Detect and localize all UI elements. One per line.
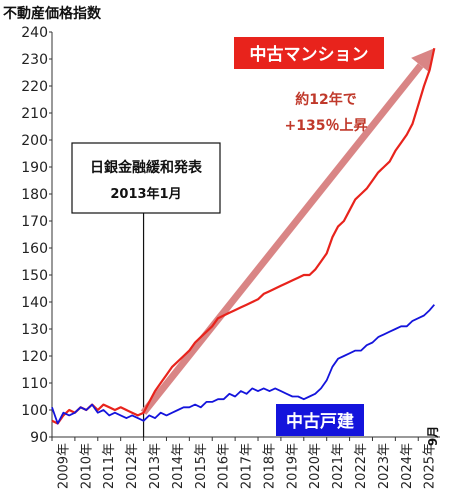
x-tick-label: 2020年: [308, 443, 323, 489]
y-tick-label: 210: [21, 106, 48, 122]
y-tick-label: 190: [21, 160, 48, 176]
x-tick-label: 2019年: [285, 443, 300, 489]
y-axis: 90 100 110 120 130 140 150 160 170 180 190 200 210 22…: [21, 25, 53, 446]
x-tick-label: 2012年: [125, 443, 140, 489]
chart-title: 不動産価格指数: [3, 5, 102, 22]
event-annotation-date: 2013年1月: [110, 186, 181, 202]
series-line-house: [51, 304, 435, 425]
event-annotation-box: [71, 142, 221, 214]
series-label-house: 中古戸建: [286, 411, 354, 432]
x-tick-label: 2025年: [423, 443, 438, 489]
y-tick-label: 170: [21, 214, 48, 230]
y-tick-label: 100: [21, 403, 48, 419]
trend-arrow-shaft: [140, 63, 424, 415]
y-tick-label: 140: [21, 295, 48, 311]
label-box-house: [276, 404, 364, 436]
x-tick-label: 2011年: [102, 443, 117, 489]
x-tick-label: 2022年: [354, 443, 369, 489]
y-tick-label: 120: [21, 349, 48, 365]
label-box-mansion: [234, 37, 384, 69]
x-tick-label: 2016年: [217, 443, 232, 489]
x-tick-label: 2017年: [240, 443, 255, 489]
x-tick-label: 2009年: [56, 443, 71, 489]
x-tick-label: 2013年: [148, 443, 163, 489]
x-tick-label: 2018年: [262, 443, 277, 489]
event-annotation-title: 日銀金融緩和発表: [90, 159, 203, 176]
x-tick-label: 2014年: [171, 443, 186, 489]
y-tick-label: 150: [21, 268, 48, 284]
end-month-label: 9月: [426, 426, 440, 446]
growth-text-line1: 約12年で: [295, 91, 356, 108]
series-line-mansion: [51, 47, 436, 425]
y-tick-label: 110: [21, 376, 48, 392]
y-tick-label: 230: [21, 52, 48, 68]
x-tick-label: 2024年: [400, 443, 415, 489]
x-axis: 2009年 2010年 2011年 2012年 2013年 2014年 2015年 2016年…: [51, 436, 440, 489]
trend-arrow: [140, 48, 435, 415]
y-tick-label: 160: [21, 241, 48, 257]
x-tick-label: 2021年: [331, 443, 346, 489]
x-tick-label: 2010年: [79, 443, 94, 489]
x-tick-label: 2015年: [194, 443, 209, 489]
series-label-mansion: 中古マンション: [250, 44, 369, 65]
y-tick-label: 90: [30, 430, 48, 446]
trend-arrow-head: [411, 48, 435, 73]
series-lines: [51, 47, 436, 425]
y-tick-label: 130: [21, 322, 48, 338]
x-tick-label: 2023年: [377, 443, 392, 489]
y-tick-label: 240: [21, 25, 48, 41]
y-tick-label: 220: [21, 79, 48, 95]
y-tick-label: 200: [21, 133, 48, 149]
y-tick-label: 180: [21, 187, 48, 203]
growth-text-line2: +135％上昇: [285, 118, 368, 134]
